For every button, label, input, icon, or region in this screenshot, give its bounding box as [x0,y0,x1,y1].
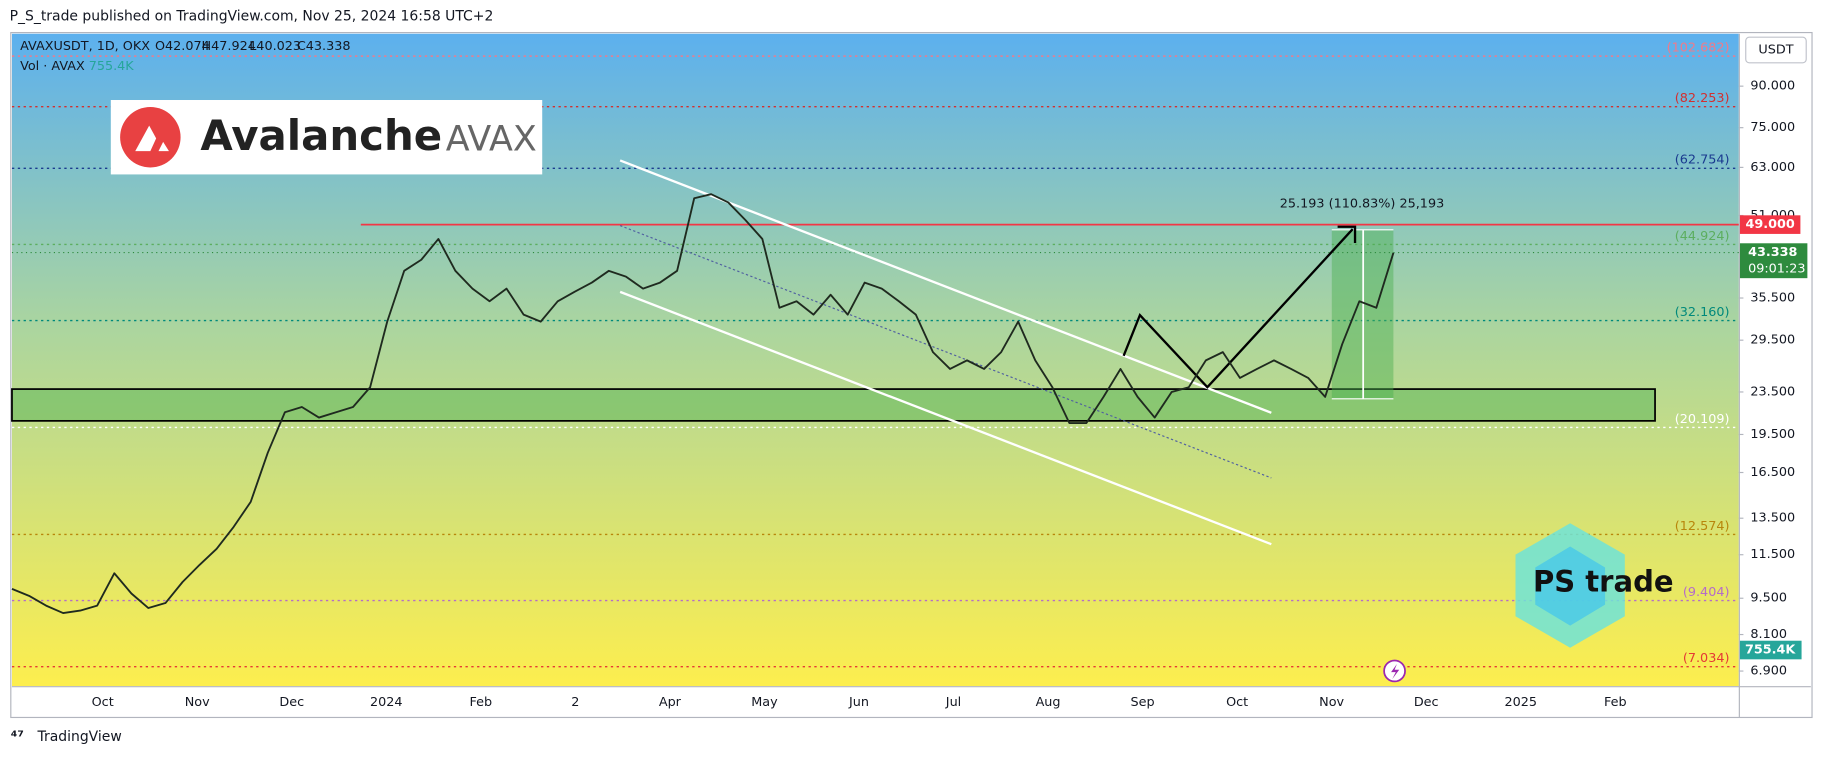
x-tick-label: Oct [1226,695,1248,710]
volume-badge-label: 755.4K [1745,643,1796,658]
resistance-badge [1739,215,1801,234]
price-scale [1739,33,1811,687]
logo-box [110,100,543,175]
x-tick-label: Dec [1414,695,1439,710]
y-tick-label: 63.000 [1750,160,1795,175]
channel-mid [619,225,1272,479]
x-tick-label: 2025 [1504,695,1537,710]
y-tick-label: 16.500 [1750,465,1795,480]
author-name: PS trade [1533,565,1674,599]
published-note: P_S_trade published on TradingView.com, … [10,8,494,24]
measure-label: 25.193 (110.83%) 25,193 [1280,197,1444,212]
y-tick-label: 23.500 [1750,384,1795,399]
x-tick-label: Jul [945,695,961,710]
symbol-label: AVAXUSDT, 1D, OKX [20,39,150,54]
x-tick-label: Sep [1131,695,1155,710]
fib-label: (44.924) [1675,229,1730,244]
channel-lower [619,290,1272,546]
x-tick-label: Jun [848,695,869,710]
event-glyph [1391,663,1400,680]
y-tick-label: 29.500 [1750,333,1795,348]
x-tick-label: Dec [279,695,304,710]
x-tick-label: 2024 [370,695,403,710]
ohlc-close: C43.338 [297,39,351,54]
y-tick-label: 75.000 [1750,120,1795,135]
fib-label: (20.109) [1675,412,1730,427]
frame [10,31,1813,719]
logo-ticker: AVAX [446,120,537,160]
x-tick-label: Feb [470,695,493,710]
y-tick-label: 6.900 [1750,664,1787,679]
projection-arrow [1337,225,1357,244]
ohlc-high: H47.924 [202,39,256,54]
y-tick-label: 35.500 [1750,291,1795,306]
fib-label: (102.682) [1667,40,1730,55]
ohlc-low: L40.023 [249,39,301,54]
y-tick-label: 90.000 [1750,79,1795,94]
last-price-label: 43.338 [1748,245,1797,260]
countdown-label: 09:01:23 [1748,261,1805,276]
y-tick-label: 9.500 [1750,591,1787,606]
fib-label: (7.034) [1683,651,1730,666]
x-tick-label: Nov [1319,695,1344,710]
currency-button[interactable] [1745,36,1807,64]
x-tick-label: Apr [659,695,682,710]
price-line [11,193,1395,614]
fib-label: (9.404) [1683,585,1730,600]
footer-logo: ⁴⁷ [11,728,24,746]
currency-label[interactable]: USDT [1758,43,1793,58]
ohlc-open: O42.074 [155,39,210,54]
footer-brand: TradingView [37,729,122,745]
y-tick-label: 13.500 [1750,511,1795,526]
projection-path [1122,228,1354,389]
x-tick-label: Oct [92,695,114,710]
y-tick-label: 8.100 [1750,627,1787,642]
fib-label: (62.754) [1675,153,1730,168]
fib-label: (12.574) [1675,519,1730,534]
x-tick-label: Feb [1604,695,1627,710]
x-tick-label: 2 [571,695,579,710]
fib-label: (32.160) [1675,305,1730,320]
x-tick-label: May [751,695,778,710]
author-hex-inner [1535,546,1606,626]
support-zone [11,388,1656,422]
fib-label: (82.253) [1675,91,1730,106]
y-tick-label: 19.500 [1750,427,1795,442]
resistance-badge-label: 49.000 [1746,217,1795,232]
volume-label: Vol · AVAX [20,59,85,74]
logo-glyph [135,125,169,152]
last-price-badge [1739,243,1808,279]
x-tick-label: Aug [1036,695,1061,710]
logo-name: Avalanche [200,111,442,160]
volume-value: 755.4K [89,59,135,74]
y-tick-label: 11.500 [1750,547,1795,562]
x-tick-label: Nov [185,695,210,710]
volume-badge [1739,640,1802,660]
